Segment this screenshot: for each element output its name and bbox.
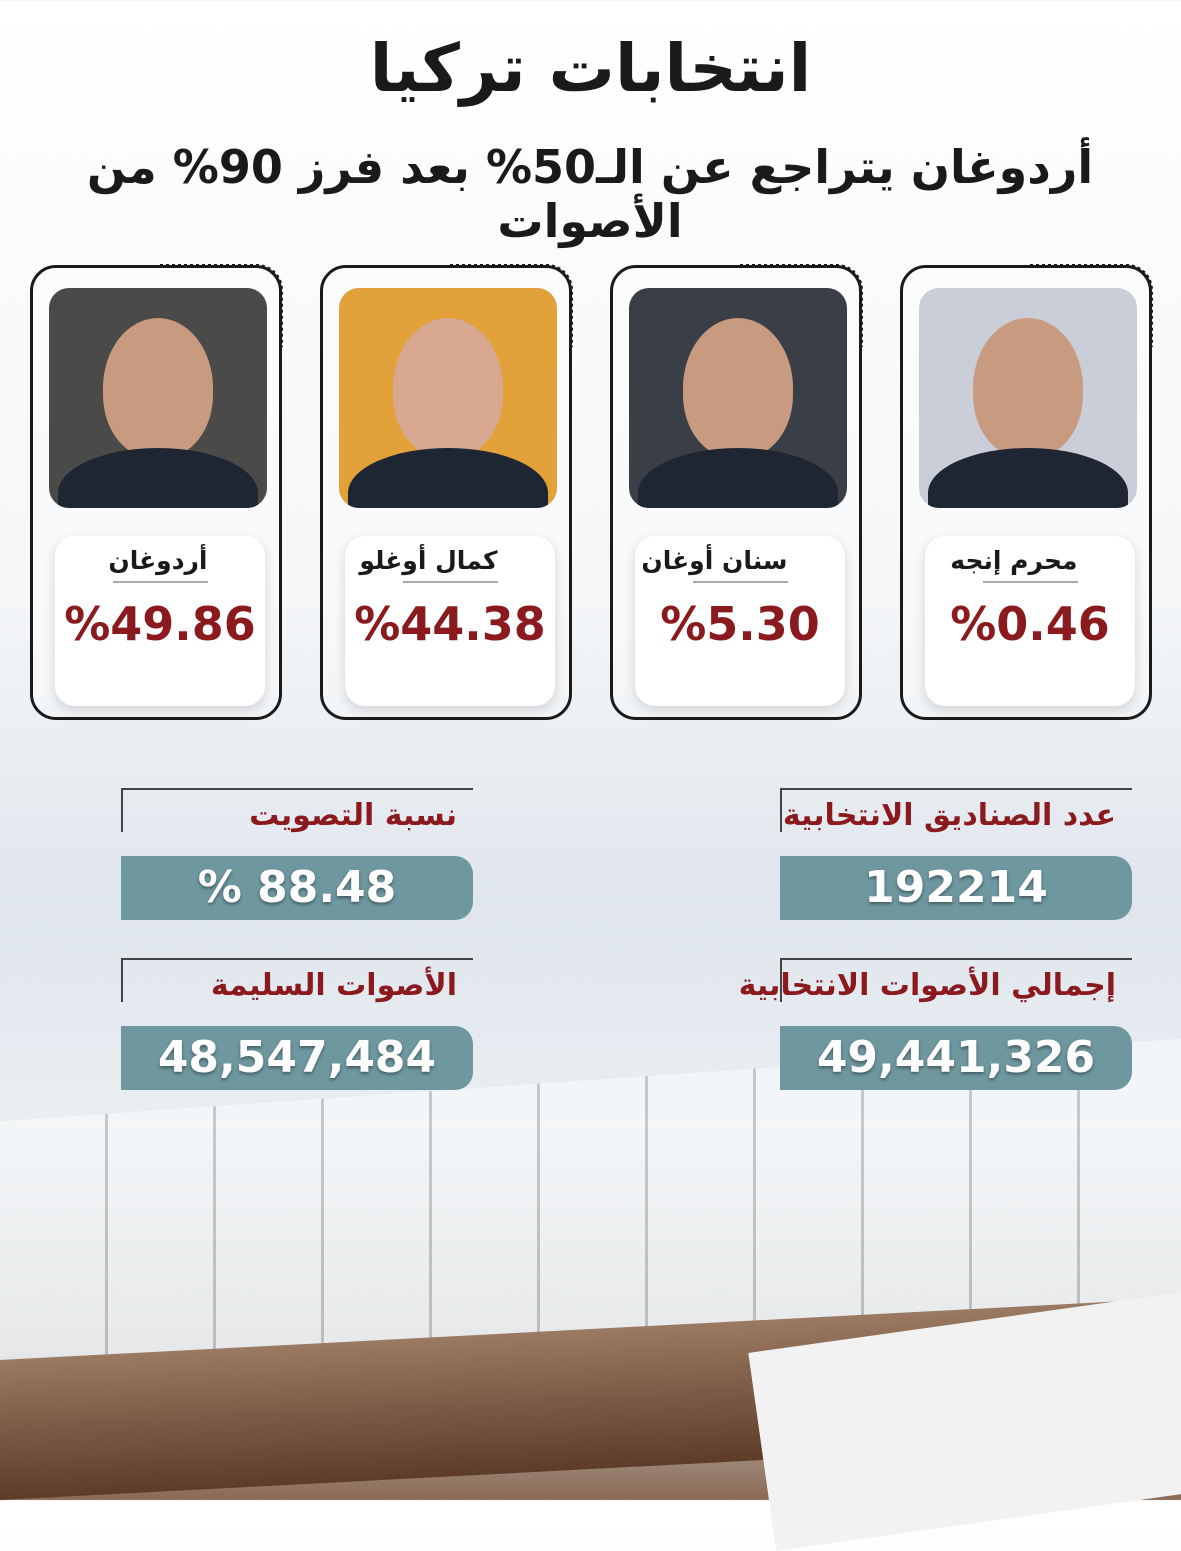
candidate-photo	[339, 288, 557, 508]
candidate-card: كمال أوغلو %44.38	[320, 264, 573, 720]
candidate-info: محرم إنجه %0.46	[925, 536, 1135, 706]
candidate-info: كمال أوغلو %44.38	[345, 536, 555, 706]
stat-label: نسبة التصويت	[121, 788, 473, 833]
candidate-card: سنان أوغان %5.30	[610, 264, 863, 720]
candidate-name: كمال أوغلو	[359, 546, 498, 583]
stat-label: إجمالي الأصوات الانتخابية	[739, 958, 1132, 1003]
stat-total-votes: إجمالي الأصوات الانتخابية 49,441,326	[739, 958, 1132, 1090]
stat-value: 49,441,326	[780, 1026, 1132, 1090]
candidate-percent: %5.30	[660, 597, 820, 651]
page-title: انتخابات تركيا	[369, 30, 812, 107]
stat-value: 48,547,484	[121, 1026, 473, 1090]
candidate-card: محرم إنجه %0.46	[900, 264, 1153, 720]
stat-label: عدد الصناديق الانتخابية	[780, 788, 1132, 833]
candidate-cards: محرم إنجه %0.46 سنان أوغان %5.30 كمال أو…	[30, 264, 1153, 720]
candidate-photo	[919, 288, 1137, 508]
candidate-name: محرم إنجه	[950, 546, 1078, 583]
stat-value: % 88.48	[121, 856, 473, 920]
stat-ballot-boxes: عدد الصناديق الانتخابية 192214	[780, 788, 1132, 920]
stat-turnout: نسبة التصويت % 88.48	[121, 788, 473, 920]
stat-label: الأصوات السليمة	[121, 958, 473, 1003]
stat-value: 192214	[780, 856, 1132, 920]
candidate-info: سنان أوغان %5.30	[635, 536, 845, 706]
candidate-name: سنان أوغان	[641, 546, 788, 583]
candidate-percent: %49.86	[64, 597, 256, 651]
candidate-photo	[49, 288, 267, 508]
candidate-percent: %44.38	[354, 597, 546, 651]
candidate-photo	[629, 288, 847, 508]
candidate-name: أردوغان	[108, 546, 208, 583]
page-subtitle: أردوغان يتراجع عن الـ50% بعد فرز 90% من …	[86, 140, 1094, 248]
candidate-info: أردوغان %49.86	[55, 536, 265, 706]
candidate-card: أردوغان %49.86	[30, 264, 283, 720]
candidate-percent: %0.46	[950, 597, 1110, 651]
stat-valid-votes: الأصوات السليمة 48,547,484	[121, 958, 473, 1090]
